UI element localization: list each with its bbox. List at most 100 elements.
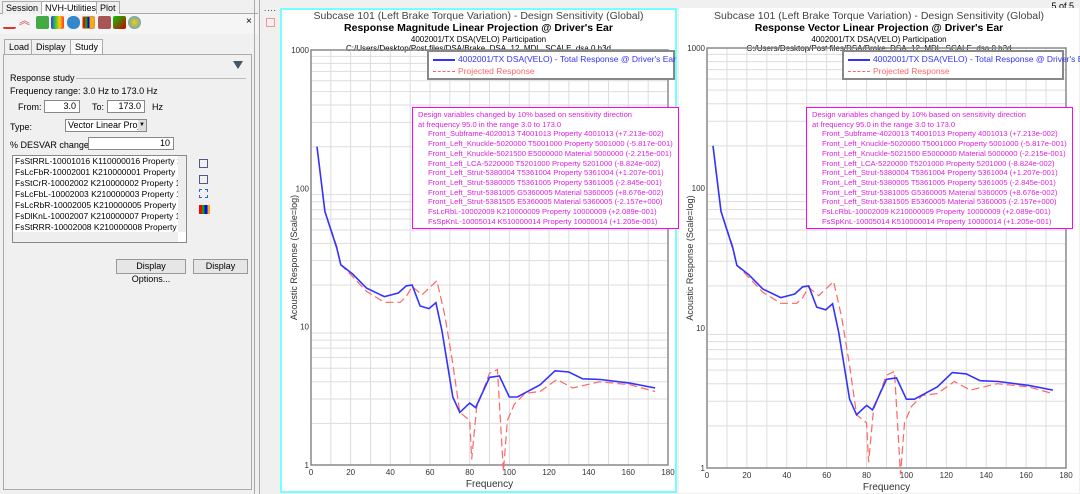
x-tick-label: 0	[705, 471, 710, 480]
x-tick-label: 60	[426, 468, 435, 477]
from-input[interactable]: 3.0	[44, 100, 80, 113]
plot-window-vector[interactable]: Subcase 101 (Left Brake Torque Variation…	[679, 8, 1080, 493]
tab-plot[interactable]: Plot	[96, 1, 120, 14]
plot-title: Response Magnitude Linear Projection @ D…	[344, 22, 613, 34]
select-all-icon[interactable]	[199, 159, 208, 168]
contour-icon[interactable]	[113, 16, 126, 29]
y-tick-label: 100	[296, 184, 310, 193]
curve-icon[interactable]	[3, 16, 16, 29]
x-tick-label: 140	[582, 468, 596, 477]
annotation-line: FsSpKnL-10005014 K510000014 Property 100…	[428, 216, 658, 226]
design-variable-item[interactable]: FsDlKnL-10002007 K210000007 Property 100…	[15, 211, 186, 221]
desvar-label: % DESVAR change	[10, 140, 89, 150]
plot-subtitle: Subcase 101 (Left Brake Torque Variation…	[313, 10, 644, 22]
annotation-line: Front_Left_LCA-5220000 T5201000 Property…	[428, 158, 661, 168]
x-tick-label: 20	[742, 471, 751, 480]
y-tick-label: 100	[692, 184, 706, 193]
close-icon[interactable]: ×	[246, 16, 252, 27]
plot-window-magnitude[interactable]: Subcase 101 (Left Brake Torque Variation…	[280, 8, 679, 493]
engine-icon[interactable]	[98, 16, 111, 29]
tire-icon[interactable]	[36, 16, 49, 29]
tab-load[interactable]: Load	[4, 39, 35, 54]
legend-swatch	[433, 71, 455, 73]
design-variable-item[interactable]: FsStRRR-10002008 K210000008 Property 100…	[15, 222, 186, 232]
annotation-line: Front_Left_Strut-5380004 T5361004 Proper…	[822, 168, 1058, 178]
chevron-down-icon[interactable]: ▼	[138, 120, 146, 131]
divider	[76, 78, 246, 79]
legend-swatch	[848, 71, 870, 73]
chevron-up-icon[interactable]: ︽	[19, 15, 30, 27]
x-tick-label: 120	[542, 468, 556, 477]
annotation-line: Front_Left_Strut-5381005 G5360005 Materi…	[822, 187, 1058, 197]
design-variable-item[interactable]: FsLcFbL-10002003 K210000003 Property 100…	[15, 189, 186, 199]
window-icon[interactable]	[266, 18, 275, 27]
x-tick-label: 80	[465, 468, 474, 477]
horizontal-scrollbar[interactable]	[13, 232, 178, 242]
x-tick-label: 160	[622, 468, 636, 477]
page-indicator: 5 of 5	[1051, 1, 1074, 11]
plot-subtitle: Subcase 101 (Left Brake Torque Variation…	[714, 10, 1044, 22]
annotation-line: Front_Left_Strut-5381505 E5360005 Materi…	[822, 197, 1057, 207]
color-bar-icon[interactable]	[51, 16, 64, 29]
tab-display[interactable]: Display	[31, 39, 71, 54]
x-tick-label: 20	[346, 468, 355, 477]
legend-label: 4002001/TX DSA(VELO) - Total Response @ …	[458, 54, 676, 64]
x-tick-label: 0	[309, 468, 314, 477]
tab-nvh-utilities[interactable]: NVH-Utilities	[41, 1, 101, 14]
y-tick-label: 1000	[687, 44, 705, 53]
total-response-line	[316, 146, 656, 414]
y-tick-label: 1	[305, 461, 310, 470]
type-select[interactable]: Vector Linear Projecti ▼	[65, 119, 147, 132]
tab-study[interactable]: Study	[70, 39, 104, 54]
car-icon[interactable]	[67, 16, 80, 29]
panel-splitter[interactable]	[254, 0, 260, 494]
annotation-line: Front_Left_LCA-5220000 T5201000 Property…	[822, 158, 1055, 168]
x-tick-label: 100	[503, 468, 517, 477]
legend-label: Projected Response	[873, 66, 950, 76]
design-variable-item[interactable]: FsStCrR-10002002 K210000002 Property 100…	[15, 178, 186, 188]
design-variable-annotation: Design variables changed by 10% based on…	[412, 107, 679, 230]
bar-chart-icon[interactable]	[199, 205, 210, 214]
plot-frame	[706, 47, 1067, 469]
dsa-icon[interactable]	[82, 16, 95, 29]
legend-entry: 4002001/TX DSA(VELO) - Total Response @ …	[433, 53, 676, 65]
display-options-button[interactable]: Display Options...	[116, 259, 186, 284]
annotation-line: Front_Left_Strut-5381005 G5360005 Materi…	[428, 187, 664, 197]
filter-icon[interactable]	[233, 61, 243, 69]
main-tab-bar: Session NVH-Utilities Plot	[0, 0, 258, 14]
deselect-all-icon[interactable]	[199, 175, 208, 184]
x-tick-label: 80	[862, 471, 871, 480]
tab-session[interactable]: Session	[2, 1, 43, 14]
plot-area: 0 20 40 60 80 100 120 140 160 180 1 10 100 1000 Freque…	[685, 44, 1073, 493]
y-tick-label: 10	[696, 324, 705, 333]
display-button[interactable]: Display	[193, 259, 248, 274]
legend-swatch	[848, 58, 870, 61]
x-axis-label: Frequency	[863, 482, 910, 493]
legend-label: 4002001/TX DSA(VELO) - Total Response @ …	[873, 54, 1080, 64]
design-variable-item[interactable]: FsLcFbR-10002001 K210000001 Property 100…	[15, 167, 187, 177]
more-icon[interactable]: ....	[264, 4, 277, 13]
x-tick-label: 100	[900, 471, 914, 480]
annotation-line: FsLcRbL-10002009 K210000009 Property 100…	[428, 207, 657, 217]
reverse-selection-icon[interactable]	[199, 189, 208, 198]
to-label: To:	[92, 102, 105, 112]
sphere-icon[interactable]	[128, 16, 141, 29]
type-value: Vector Linear Projecti	[68, 120, 147, 130]
x-tick-label: 120	[940, 471, 954, 480]
design-variable-item[interactable]: FsLcRbR-10002005 K210000005 Property 100…	[15, 200, 186, 210]
type-label: Type:	[10, 122, 33, 132]
x-tick-label: 180	[1059, 471, 1073, 480]
x-tick-label: 140	[980, 471, 994, 480]
design-variable-item[interactable]: FsStRRL-10001016 K110000016 Property 100…	[15, 156, 187, 166]
x-axis-label: Frequency	[466, 479, 513, 490]
desvar-input[interactable]: 10	[88, 137, 174, 150]
to-input[interactable]: 173.0	[107, 100, 145, 113]
design-variable-list[interactable]: FsStRRL-10001016 K110000016 Property 100…	[12, 155, 187, 243]
x-tick-label: 160	[1019, 471, 1033, 480]
annotation-line: Front_Left_Strut-5380004 T5361004 Proper…	[428, 168, 664, 178]
x-tick-label: 180	[661, 468, 675, 477]
legend-label: Projected Response	[458, 66, 535, 76]
vertical-scrollbar[interactable]	[178, 156, 186, 232]
plot-area: 0 20 40 60 80 100 120 140 160 180 1 10 100 1000 Freque…	[289, 46, 675, 490]
annotation-line: Front_Left_Strut-5380005 T5361005 Proper…	[428, 177, 662, 187]
